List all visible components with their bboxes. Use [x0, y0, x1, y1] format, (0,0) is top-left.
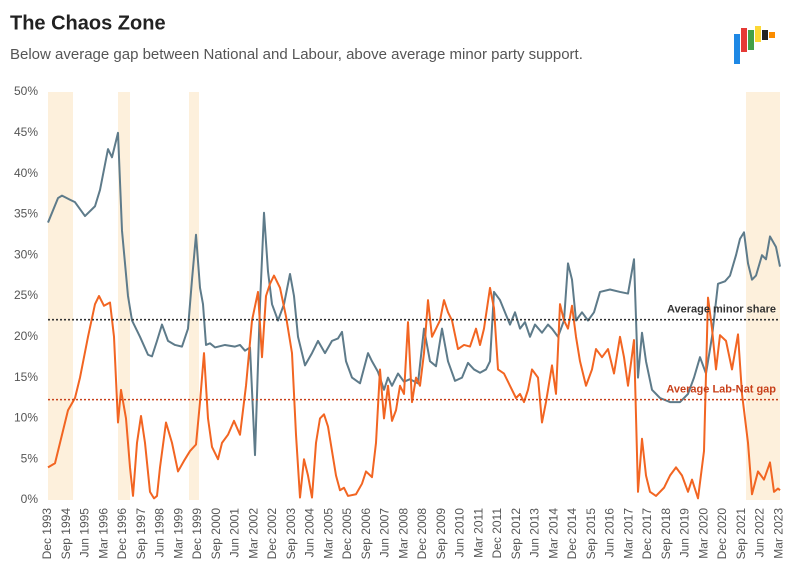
chart-title: The Chaos Zone — [10, 12, 166, 34]
series-line — [47, 274, 781, 500]
x-tick-label: Mar 2014 — [546, 508, 560, 559]
x-tick-label: Sep 2000 — [209, 508, 223, 560]
series-line — [47, 131, 781, 457]
x-tick-label: Dec 1996 — [115, 508, 129, 560]
x-tick-label: Dec 2011 — [490, 508, 504, 559]
reference-label: Average minor share — [667, 304, 776, 316]
y-tick-label: 0% — [21, 492, 39, 506]
logo-bar — [748, 30, 754, 50]
x-tick-label: Jun 2001 — [228, 508, 242, 558]
reference-label: Average Lab-Nat gap — [666, 384, 776, 396]
x-tick-label: Mar 2005 — [321, 508, 335, 559]
x-tick-label: Mar 1999 — [171, 508, 185, 559]
x-tick-label: Jun 2010 — [453, 508, 467, 558]
logo — [734, 26, 775, 64]
x-tick-label: Sep 1997 — [134, 508, 148, 560]
x-tick-label: Sep 1994 — [59, 508, 73, 560]
x-tick-label: Sep 2006 — [359, 508, 373, 560]
x-tick-label: Jun 1995 — [78, 508, 92, 558]
x-tick-label: Sep 2015 — [584, 508, 598, 560]
y-tick-label: 30% — [14, 247, 38, 261]
x-tick-label: Dec 2014 — [565, 508, 579, 560]
y-tick-label: 50% — [14, 84, 38, 98]
x-tick-label: Dec 2020 — [715, 508, 729, 560]
logo-bar — [762, 30, 768, 40]
y-tick-label: 35% — [14, 207, 38, 221]
logo-bar — [769, 32, 775, 38]
x-tick-label: Mar 2002 — [246, 508, 260, 559]
x-tick-label: Dec 2017 — [640, 508, 654, 560]
y-tick-label: 25% — [14, 288, 38, 302]
chart-subtitle: Below average gap between National and L… — [10, 46, 583, 63]
x-tick-label: Dec 1993 — [40, 508, 54, 560]
x-tick-label: Sep 2012 — [509, 508, 523, 560]
x-tick-label: Jun 1998 — [153, 508, 167, 558]
y-tick-label: 15% — [14, 370, 38, 384]
highlight-period — [746, 92, 780, 500]
y-tick-label: 20% — [14, 329, 38, 343]
x-tick-label: Jun 2007 — [378, 508, 392, 558]
x-tick-label: Dec 2002 — [265, 508, 279, 560]
x-tick-label: Jun 2013 — [528, 508, 542, 558]
logo-bar — [741, 28, 747, 52]
x-tick-label: Jun 2019 — [678, 508, 692, 558]
y-tick-label: 10% — [14, 411, 38, 425]
x-tick-label: Mar 1996 — [96, 508, 110, 559]
x-tick-label: Jun 2022 — [753, 508, 767, 558]
x-tick-label: Mar 2017 — [621, 508, 635, 559]
x-tick-label: Dec 2008 — [415, 508, 429, 560]
logo-bar — [755, 26, 761, 42]
x-tick-label: Mar 2008 — [396, 508, 410, 559]
highlight-period — [48, 92, 73, 500]
y-tick-label: 40% — [14, 166, 38, 180]
x-tick-label: Mar 2020 — [696, 508, 710, 559]
x-tick-label: Mar 2023 — [771, 508, 785, 559]
x-tick-label: Mar 2011 — [471, 508, 485, 558]
x-tick-label: Jun 2004 — [303, 508, 317, 558]
y-tick-label: 5% — [21, 451, 39, 465]
x-tick-label: Sep 2003 — [284, 508, 298, 560]
x-tick-label: Dec 2005 — [340, 508, 354, 560]
logo-bar — [734, 34, 740, 64]
x-tick-label: Sep 2009 — [434, 508, 448, 560]
x-tick-label: Sep 2021 — [734, 508, 748, 560]
x-tick-label: Sep 2018 — [659, 508, 673, 560]
x-tick-label: Dec 1999 — [190, 508, 204, 560]
highlight-period — [189, 92, 199, 500]
y-tick-label: 45% — [14, 125, 38, 139]
x-tick-label: Jun 2016 — [603, 508, 617, 558]
